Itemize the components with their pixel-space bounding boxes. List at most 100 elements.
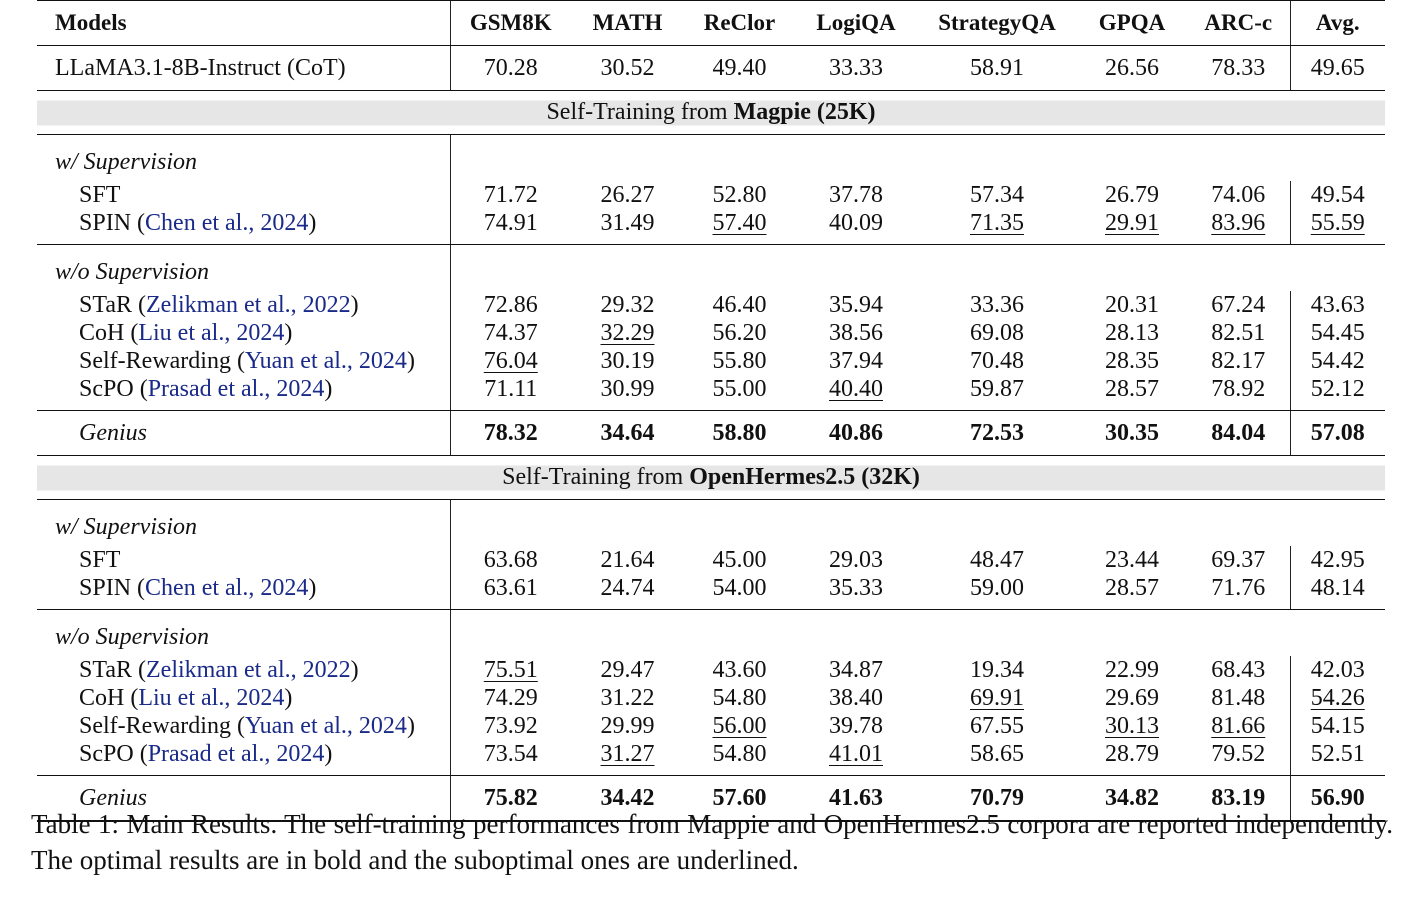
table-row: STaR (Zelikman et al., 2022) 75.51 29.47 43… <box>37 656 1385 684</box>
table-row: SPIN (Chen et al., 2024) 74.91 31.49 57.40 4… <box>37 209 1385 245</box>
score: 79.52 <box>1211 740 1266 767</box>
citation-link: Prasad et al., 2024 <box>147 740 325 767</box>
score: 73.92 <box>483 712 538 739</box>
score-cell: 37.94 <box>795 347 917 375</box>
table-row: CoH (Liu et al., 2024) 74.37 32.29 56.20 38.… <box>37 319 1385 347</box>
baseline-model-name: LLaMA3.1-8B-Instruct (CoT) <box>37 45 450 91</box>
score: 37.94 <box>829 347 883 374</box>
score-cell: 54.80 <box>684 740 795 776</box>
score: 29.69 <box>1105 684 1159 711</box>
score-cell: 57.40 <box>684 209 795 245</box>
score-cell: 71.72 <box>449 181 571 209</box>
score-cell: 31.49 <box>571 209 684 245</box>
baseline-score: 78.33 <box>1187 45 1290 91</box>
group-title-row: w/ Supervision <box>37 134 1385 182</box>
method-name: STaR <box>79 291 132 318</box>
score-cell: 29.99 <box>571 712 684 740</box>
citation-open-paren: ( <box>133 375 148 402</box>
score: 82.17 <box>1211 347 1266 374</box>
score-cell: 76.04 <box>449 347 571 375</box>
score-cell: 82.51 <box>1187 319 1290 347</box>
score: 78.92 <box>1211 375 1266 402</box>
method-name: Self-Rewarding <box>79 347 231 374</box>
score-cell: 28.35 <box>1077 347 1187 375</box>
score: 28.35 <box>1105 347 1159 374</box>
score: 42.03 <box>1310 656 1365 683</box>
score-cell: 56.00 <box>684 712 795 740</box>
underlined-score: 40.40 <box>829 375 883 402</box>
score-cell: 74.06 <box>1187 181 1290 209</box>
genius-score: 34.82 <box>1077 775 1187 822</box>
genius-row: Genius 75.82 34.42 57.60 41.63 70.79 34.82 83.1… <box>37 775 1385 822</box>
score: 21.64 <box>600 546 655 573</box>
citation-link: Chen et al., 2024 <box>145 574 309 601</box>
citation-open-paren: ( <box>124 684 139 711</box>
score-cell: 29.91 <box>1077 209 1187 245</box>
score: 31.22 <box>600 684 655 711</box>
score-cell: 26.79 <box>1077 181 1187 209</box>
group-title-spacer <box>1290 245 1385 292</box>
genius-score: 83.19 <box>1187 775 1290 822</box>
score: 59.87 <box>970 375 1024 402</box>
score-cell: 58.65 <box>917 740 1077 776</box>
score-cell: 21.64 <box>571 546 684 574</box>
baseline-score: 26.56 <box>1077 45 1187 91</box>
score: 54.00 <box>712 574 767 601</box>
method-name-cell: ScPO (Prasad et al., 2024) <box>37 375 450 411</box>
score: 35.33 <box>829 574 883 601</box>
score: 46.40 <box>712 291 767 318</box>
score: 48.47 <box>970 546 1024 573</box>
score-cell: 37.78 <box>795 181 917 209</box>
score-cell: 81.66 <box>1187 712 1290 740</box>
group-title-spacer <box>1290 135 1385 182</box>
score-cell: 22.99 <box>1077 656 1187 684</box>
score: 24.74 <box>600 574 655 601</box>
group-title-spacer <box>1290 500 1385 547</box>
genius-score: 30.35 <box>1077 410 1187 456</box>
results-table: Models GSM8K MATH ReClor LogiQA Strategy… <box>37 0 1385 822</box>
genius-score: 75.82 <box>449 775 571 822</box>
underlined-score: 54.26 <box>1310 684 1365 711</box>
score-cell: 79.52 <box>1187 740 1290 776</box>
baseline-row: LLaMA3.1-8B-Instruct (CoT) 70.28 30.52 4… <box>37 45 1385 91</box>
method-name: STaR <box>79 656 132 683</box>
score-cell: 29.69 <box>1077 684 1187 712</box>
score: 38.40 <box>829 684 883 711</box>
score: 20.31 <box>1105 291 1159 318</box>
group-title-row: w/ Supervision <box>37 499 1385 547</box>
method-name: SPIN <box>79 209 132 236</box>
score: 81.48 <box>1211 684 1266 711</box>
score-cell: 57.34 <box>917 181 1077 209</box>
score: 63.61 <box>483 574 538 601</box>
group-title-spacer <box>449 244 1290 291</box>
section-title: Self-Training from OpenHermes2.5 (32K) <box>37 455 1385 500</box>
score: 30.19 <box>600 347 655 374</box>
score: 69.08 <box>970 319 1024 346</box>
score-cell: 29.03 <box>795 546 917 574</box>
citation-close-paren: ) <box>284 319 293 346</box>
table-row: SFT 71.72 26.27 52.80 37.78 57.34 26.79 74.06 49… <box>37 181 1385 209</box>
citation-link: Liu et al., 2024 <box>138 319 285 346</box>
table-body: Models GSM8K MATH ReClor LogiQA Strategy… <box>37 0 1385 822</box>
header-gsm8k: GSM8K <box>449 0 571 46</box>
citation-close-paren: ) <box>284 684 293 711</box>
score-cell: 67.55 <box>917 712 1077 740</box>
score: 38.56 <box>829 319 883 346</box>
score: 28.57 <box>1105 375 1159 402</box>
header-math: MATH <box>571 0 684 46</box>
score: 54.80 <box>712 740 767 767</box>
header-reclor: ReClor <box>684 0 795 46</box>
score-cell: 69.08 <box>917 319 1077 347</box>
score: 28.57 <box>1105 574 1159 601</box>
citation-close-paren: ) <box>406 712 415 739</box>
genius-name: Genius <box>37 775 450 822</box>
citation-close-paren: ) <box>350 656 359 683</box>
score: 54.45 <box>1310 319 1365 346</box>
score-cell: 82.17 <box>1187 347 1290 375</box>
score: 30.99 <box>600 375 655 402</box>
score: 35.94 <box>829 291 883 318</box>
genius-score: 34.42 <box>571 775 684 822</box>
score: 28.79 <box>1105 740 1159 767</box>
table-row: SFT 63.68 21.64 45.00 29.03 48.47 23.44 69.37 42… <box>37 546 1385 574</box>
method-name-cell: CoH (Liu et al., 2024) <box>37 319 450 347</box>
